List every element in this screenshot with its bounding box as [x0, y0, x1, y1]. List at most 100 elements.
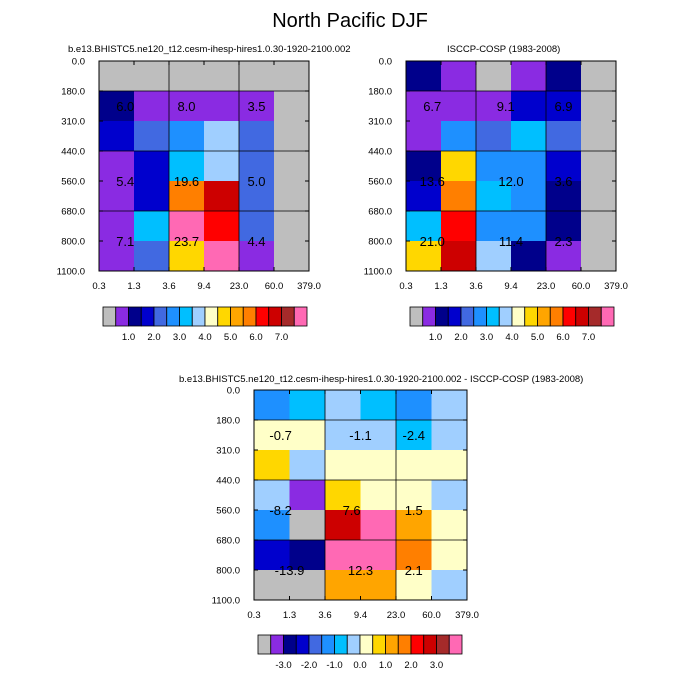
panel-model: b.e13.BHISTC5.ne120_t12.cesm-ihesp-hires…	[0, 0, 351, 350]
heatmap-observation: 0.3 1.3 3.6 9.4 23.0 60.0 379.0 0.0 180.0 310.0 44…	[364, 57, 628, 344]
heatmap-cell	[406, 241, 442, 272]
panel-observation: ISCCP-COSP (1983-2008) 0.3 1.3 3.6 9.4 23.0 6…	[364, 44, 628, 344]
y-tick-label: 800.0	[368, 237, 392, 248]
x-tick-label: 0.3	[92, 281, 105, 292]
y-tick-label: 440.0	[216, 476, 240, 487]
colorbar-label: 3.0	[480, 332, 493, 343]
heatmap-cell	[99, 241, 135, 272]
colorbar-label: 0.0	[353, 660, 366, 671]
heatmap-cell	[546, 121, 582, 152]
y-tick-label: 800.0	[216, 566, 240, 577]
heatmap-cell	[239, 211, 275, 242]
heatmap-cell	[441, 91, 477, 122]
cell-value-label: -2.4	[403, 428, 425, 443]
colorbar-swatch	[448, 634, 463, 655]
panel-title: b.e13.BHISTC5.ne120_t12.cesm-ihesp-hires…	[68, 44, 351, 55]
heatmap-cell	[325, 510, 361, 541]
heatmap-cell	[134, 241, 170, 272]
x-tick-label: 0.3	[399, 281, 412, 292]
y-tick-label: 1100.0	[57, 267, 85, 278]
heatmap-cell	[254, 480, 290, 511]
colorbar-swatch	[346, 634, 361, 655]
heatmap-cell	[239, 241, 275, 272]
colorbar-swatch	[372, 634, 386, 655]
heatmap-cell	[360, 480, 397, 511]
heatmap-cell	[254, 450, 290, 481]
heatmap-cell	[396, 480, 432, 511]
heatmap-cell	[254, 390, 290, 421]
x-tick-label: 23.0	[537, 281, 556, 292]
heatmap-cell	[431, 570, 468, 601]
y-tick-label: 1100.0	[364, 267, 392, 278]
heatmap-cell	[204, 91, 240, 122]
heatmap-cell	[441, 151, 477, 182]
y-tick-label: 680.0	[61, 207, 85, 218]
heatmap-cell	[325, 540, 361, 571]
x-tick-label: 1.3	[283, 610, 296, 621]
heatmap-cell	[396, 420, 432, 451]
heatmap-cell	[134, 61, 170, 92]
x-tick-label: 60.0	[572, 281, 591, 292]
heatmap-cell	[546, 241, 582, 272]
heatmap-cell	[99, 211, 135, 242]
heatmap-cell	[99, 181, 135, 212]
cell-value-label: 12.0	[498, 174, 523, 189]
heatmap-cell	[546, 181, 582, 212]
heatmap-cell	[581, 211, 617, 242]
x-tick-label: 1.3	[434, 281, 447, 292]
heatmap-cell	[546, 91, 582, 122]
cell-value-label: -8.2	[269, 503, 291, 518]
y-tick-label: 440.0	[61, 147, 85, 158]
colorbar-label: 4.0	[505, 332, 518, 343]
heatmap-cell	[134, 181, 170, 212]
heatmap-cell	[289, 450, 326, 481]
heatmap-model: 0.3 1.3 3.6 9.4 23.0 60.0 379.0 0.0 180.0 310.0 44…	[57, 57, 321, 344]
heatmap-plot: 0.3 1.3 3.6 9.4 23.0 60.0 379.0 0.0 180.0 310.0 44…	[57, 57, 321, 293]
cell-value-label: 2.3	[554, 234, 572, 249]
colorbar-swatch	[257, 634, 272, 655]
x-tick-label: 60.0	[422, 610, 441, 621]
heatmap-cell	[325, 570, 361, 601]
colorbar-label: 3.0	[430, 660, 443, 671]
colorbar-swatch	[423, 634, 437, 655]
y-tick-label: 680.0	[368, 207, 392, 218]
heatmap-cell	[396, 450, 432, 481]
colorbar-label: 7.0	[275, 332, 288, 343]
y-tick-label: 1100.0	[212, 596, 240, 607]
heatmap-cell	[360, 510, 397, 541]
cell-value-label: 19.6	[174, 174, 199, 189]
cell-value-label: 5.4	[116, 174, 134, 189]
colorbar-swatch	[410, 634, 425, 655]
colorbar-label: 4.0	[198, 332, 211, 343]
colorbar-label: 5.0	[224, 332, 237, 343]
colorbar-swatch	[436, 634, 450, 655]
heatmap-cell	[476, 121, 512, 152]
heatmap-cell	[239, 121, 275, 152]
heatmap-cell	[274, 241, 310, 272]
heatmap-cell	[431, 390, 468, 421]
heatmap-cell	[546, 61, 582, 92]
heatmap-cell	[325, 480, 361, 511]
cell-value-label: 6.0	[116, 99, 134, 114]
heatmap-cell	[134, 151, 170, 182]
heatmap-cell	[431, 420, 468, 451]
cell-value-label: 9.1	[497, 99, 515, 114]
heatmap-cell	[289, 480, 326, 511]
heatmap-cell	[581, 151, 617, 182]
y-tick-label: 180.0	[61, 87, 85, 98]
heatmap-cell	[581, 181, 617, 212]
cell-value-label: -0.7	[269, 428, 291, 443]
heatmap-cell	[99, 61, 135, 92]
heatmap-cell	[511, 211, 547, 242]
heatmap-cell	[441, 181, 477, 212]
heatmap-cell	[581, 91, 617, 122]
colorbar-swatch	[385, 634, 399, 655]
x-tick-label: 9.4	[197, 281, 210, 292]
heatmap-cell	[254, 540, 290, 571]
colorbar-label: 6.0	[556, 332, 569, 343]
colorbar-label: 3.0	[173, 332, 186, 343]
heatmap-cell	[204, 181, 240, 212]
heatmap-cell	[254, 510, 290, 541]
heatmap-cell	[239, 151, 275, 182]
